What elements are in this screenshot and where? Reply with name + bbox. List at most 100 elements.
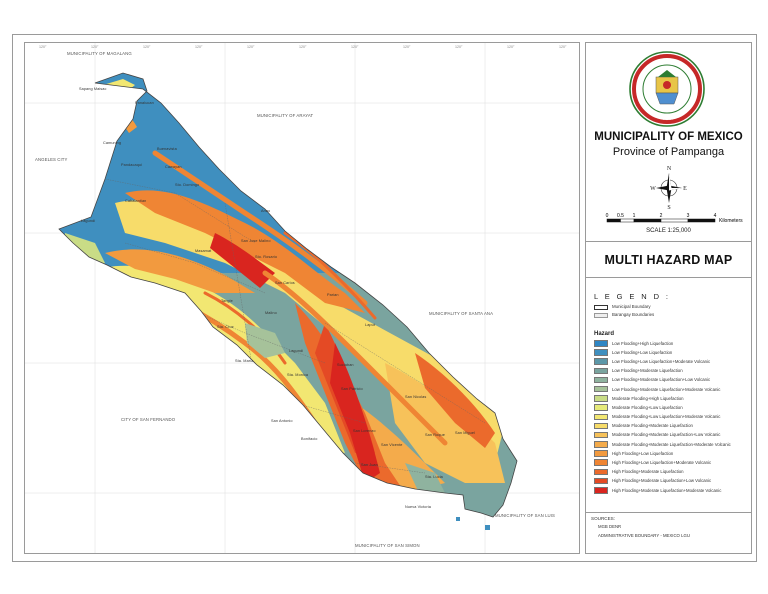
legend-boundary-municipal: Municipal Boundary — [594, 304, 744, 312]
barangay-label: San Jose Malino — [241, 239, 271, 243]
hazard-label: Moderate Flooding+Moderate Liquefaction+… — [612, 441, 731, 447]
sources-heading: SOURCES: — [591, 516, 615, 521]
svg-text:120°: 120° — [507, 45, 515, 49]
hazard-legend-item: High Flooding+Moderate Liquefaction — [594, 468, 750, 477]
hazard-legend-item: High Flooding+Moderate Liquefaction+Low … — [594, 477, 750, 486]
compass-e: E — [683, 186, 687, 192]
hazard-swatch — [594, 385, 608, 393]
barangay-label: San Miguel — [455, 431, 475, 435]
barangay-label: Lagundi — [81, 219, 96, 223]
barangay-label: San Antonio — [271, 419, 293, 423]
barangay-label: San Nicolas — [405, 395, 427, 399]
hazard-legend-item: Moderate Flooding+Moderate Liquefaction+… — [594, 440, 750, 449]
neighbor-label-south: MUNICIPALITY OF SAN SIMON — [355, 543, 420, 548]
scale-segment — [620, 218, 635, 223]
graticule-marks: 120° 120° 120° 120° 120° 120° 120° 120° 120° 12… — [39, 45, 567, 49]
hazard-swatch — [594, 431, 608, 439]
compass-s: S — [667, 205, 670, 210]
hazard-swatch — [594, 404, 608, 411]
legend-label: Barangay Boundaries — [612, 312, 655, 317]
hazard-legend-item: Moderate Flooding+Moderate Liquefaction+… — [594, 431, 750, 440]
hazard-legend-item: Moderate Flooding+High Liquefaction — [594, 394, 750, 403]
svg-text:120°: 120° — [559, 45, 567, 49]
barangay-label: Lagundi — [289, 349, 304, 353]
barangay-label: Sta. Cruz — [217, 325, 234, 329]
scale-segment — [687, 218, 716, 223]
hazard-label: High Flooding+Moderate Liquefaction+Mode… — [612, 487, 722, 493]
svg-text:120°: 120° — [455, 45, 463, 49]
map-panel[interactable]: 120° 120° 120° 120° 120° 120° 120° 120° 120° 12… — [24, 42, 580, 554]
hazard-swatch — [594, 340, 608, 347]
hazard-swatch — [594, 477, 608, 485]
hazard-swatch — [594, 459, 608, 466]
hazard-swatch — [594, 367, 608, 375]
scale-segment — [660, 218, 689, 223]
hazard-label: Moderate Flooding+Low Liquefaction+Moder… — [612, 414, 721, 420]
barangay-label: Malino — [265, 311, 277, 315]
hazard-label: Low Flooding+High Liquefaction — [612, 340, 674, 346]
municipal-boundary — [58, 72, 518, 518]
divider — [585, 241, 752, 242]
map-title: MULTI HAZARD MAP — [604, 253, 733, 267]
hazard-legend-item: Low Flooding+Low Liquefaction+Moderate V… — [594, 357, 750, 366]
svg-text:120°: 120° — [247, 45, 255, 49]
hazard-map-svg: 120° 120° 120° 120° 120° 120° 120° 120° 120° 12… — [25, 43, 579, 553]
hazard-label: Low Flooding+Moderate Liquefaction — [612, 368, 683, 374]
hazard-legend-item: High Flooding+Moderate Liquefaction+Mode… — [594, 486, 750, 495]
hazard-legend-item: Moderate Flooding+Low Liquefaction+Moder… — [594, 413, 750, 422]
scale-segment — [606, 218, 621, 223]
hazard-legend-item: Low Flooding+High Liquefaction — [594, 339, 750, 348]
divider — [585, 277, 752, 278]
hazard-swatch — [594, 349, 608, 356]
barangay-label: San Lorenzo — [353, 429, 376, 433]
scale-segment — [633, 218, 662, 223]
north-arrow: N S E W — [649, 164, 689, 211]
hazard-label: Low Flooding+Low Liquefaction — [612, 349, 673, 355]
hazard-swatch — [594, 376, 608, 384]
svg-text:120°: 120° — [143, 45, 151, 49]
scale-tick-label: 0.5 — [617, 213, 624, 219]
hazard-legend-item: High Flooding+Low Liquefaction+Moderate … — [594, 458, 750, 467]
barangay-label: Cawayan — [165, 165, 182, 169]
barangay-label: Cabalantian — [125, 199, 147, 203]
barangay-label: San Vicente — [381, 443, 403, 447]
barangay-label: Sto. Domingo — [175, 183, 200, 187]
seal-icon: BAYAN NG MEXICO PAMPANGA — [629, 51, 705, 127]
hazard-heading: Hazard — [594, 331, 615, 337]
barangay-label: Laput — [365, 323, 376, 327]
hazard-swatch — [594, 422, 608, 430]
scale-tick-label: 3 — [687, 213, 690, 219]
hazard-label: Moderate Flooding+Moderate Liquefaction+… — [612, 432, 721, 438]
barangay-label: Suclaban — [337, 363, 354, 367]
scale-unit: Kilometers — [719, 218, 743, 224]
hazard-swatch — [594, 395, 608, 402]
svg-text:120°: 120° — [351, 45, 359, 49]
scale-tick-label: 0 — [606, 213, 609, 219]
divider — [585, 512, 752, 513]
scale-bar: 0 0.5 1 2 3 4 Kilometers — [603, 211, 744, 237]
neighbor-label-west: ANGELES CITY — [35, 157, 68, 162]
barangay-label: Anao — [261, 209, 271, 213]
hazard-label: Low Flooding+Moderate Liquefaction+Moder… — [612, 386, 721, 392]
barangay-label: Masamat — [195, 249, 212, 253]
hazard-label: Moderate Flooding+Moderate Liquefaction — [612, 423, 693, 429]
svg-text:120°: 120° — [195, 45, 203, 49]
barangay-label: Panalucan — [135, 101, 154, 105]
barangay-label: Sta. Lucia — [425, 475, 443, 479]
source-line: ADMINISTRATIVE BOUNDARY - MEXICO LGU — [598, 533, 690, 538]
svg-text:120°: 120° — [403, 45, 411, 49]
scale-tick-label: 2 — [660, 213, 663, 219]
neighbor-label-northeast: MUNICIPALITY OF ARAYAT — [257, 113, 314, 118]
barangay-boundary-swatch — [594, 313, 608, 318]
barangay-label: Pandacaqui — [121, 163, 143, 167]
barangay-label: Sto. Rosario — [255, 255, 278, 259]
hazard-legend-item: Moderate Flooding+Low Liquefaction — [594, 403, 750, 412]
hazard-label: Low Flooding+Low Liquefaction+Moderate V… — [612, 358, 711, 364]
neighbor-label-southeast: MUNICIPALITY OF SAN LUIS — [495, 513, 556, 518]
barangay-label: San Patricio — [341, 387, 363, 391]
hazard-swatch — [594, 358, 608, 365]
svg-text:120°: 120° — [39, 45, 47, 49]
hazard-label: High Flooding+Moderate Liquefaction+Low … — [612, 478, 712, 484]
neighbor-label-east: MUNICIPALITY OF SANTA ANA — [429, 311, 494, 316]
